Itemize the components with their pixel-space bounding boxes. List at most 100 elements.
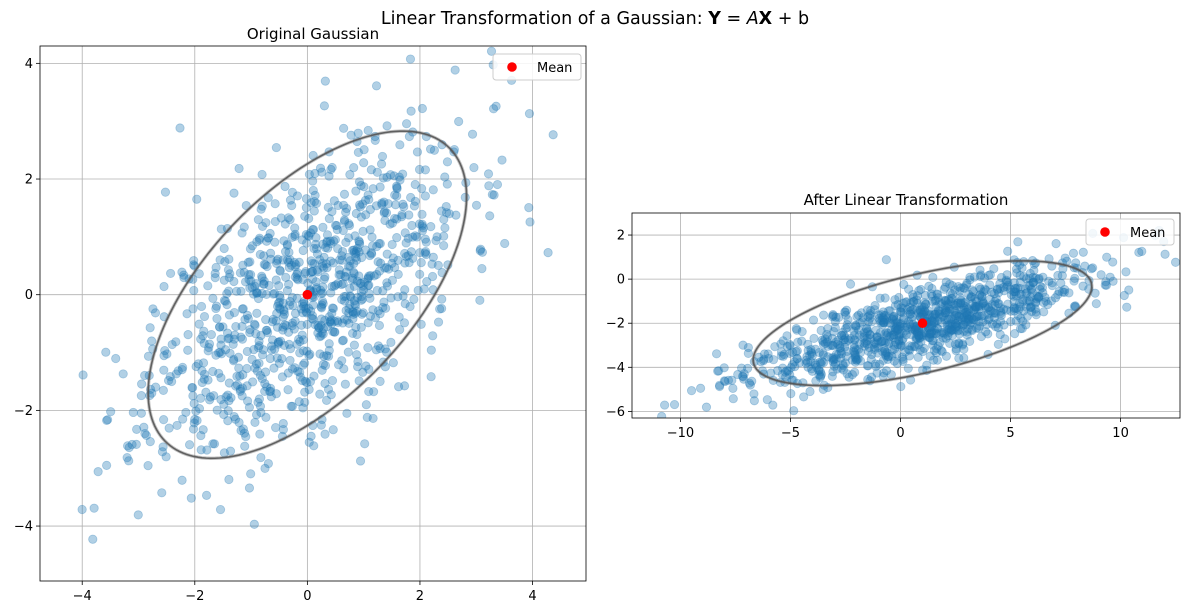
scatter-point [947, 280, 957, 291]
scatter-point [254, 358, 264, 368]
scatter-point [829, 361, 839, 371]
scatter-point [956, 305, 966, 315]
scatter-point [301, 203, 311, 213]
scatter-point [952, 320, 962, 331]
scatter-point [290, 316, 300, 326]
scatter-point [954, 311, 964, 321]
scatter-point [889, 340, 900, 350]
scatter-point [739, 374, 749, 384]
scatter-point [946, 325, 957, 335]
scatter-point [876, 337, 886, 347]
scatter-point [420, 234, 430, 244]
scatter-point [203, 281, 213, 291]
scatter-point [915, 305, 925, 315]
scatter-point [405, 301, 415, 312]
scatter-point [894, 292, 904, 303]
scatter-point [888, 314, 898, 324]
scatter-point [943, 325, 953, 335]
scatter-point [889, 311, 899, 321]
scatter-point [946, 296, 956, 307]
scatter-point [281, 272, 291, 283]
scatter-point [1086, 264, 1096, 274]
scatter-point [320, 378, 330, 389]
scatter-point [898, 334, 908, 344]
scatter-point [920, 307, 930, 317]
scatter-point [743, 342, 753, 353]
suptitle-tail: + b [772, 9, 809, 29]
scatter-point [183, 345, 193, 355]
scatter-point [841, 310, 851, 320]
scatter-point [948, 305, 959, 315]
scatter-point [354, 247, 364, 257]
scatter-point [182, 309, 192, 319]
scatter-point [950, 324, 960, 335]
scatter-point [1024, 296, 1034, 306]
scatter-point [914, 333, 925, 343]
scatter-point [909, 296, 919, 307]
scatter-point [278, 424, 288, 435]
scatter-point [916, 284, 926, 295]
scatter-point [367, 249, 377, 259]
scatter-point [1053, 289, 1063, 300]
scatter-point [348, 314, 358, 324]
scatter-point [1016, 313, 1026, 323]
scatter-point [738, 371, 748, 381]
scatter-point [283, 368, 293, 378]
scatter-point [298, 275, 308, 285]
scatter-point [305, 349, 315, 359]
scatter-point [863, 317, 874, 327]
scatter-point [365, 225, 375, 235]
scatter-point [850, 343, 860, 353]
scatter-point [892, 349, 902, 359]
scatter-point [1003, 280, 1013, 290]
scatter-point [219, 243, 229, 254]
scatter-point [242, 381, 252, 391]
scatter-point [881, 347, 891, 358]
scatter-point [440, 172, 450, 182]
scatter-point [283, 385, 293, 395]
scatter-point [944, 306, 954, 317]
scatter-point [167, 339, 177, 350]
scatter-point [893, 324, 903, 334]
scatter-point [743, 363, 753, 373]
scatter-point [262, 325, 272, 335]
scatter-point [1102, 252, 1112, 262]
scatter-point [354, 177, 365, 187]
legend-original: Mean [492, 53, 582, 81]
scatter-point [711, 349, 722, 359]
scatter-point [939, 329, 949, 339]
mean-point [917, 318, 928, 329]
scatter-point [295, 372, 305, 382]
scatter-point [827, 312, 838, 322]
scatter-point [322, 230, 333, 240]
scatter-point [417, 209, 427, 219]
scatter-point [963, 316, 973, 327]
scatter-point [370, 135, 380, 145]
scatter-point [899, 313, 909, 323]
scatter-point [341, 305, 351, 316]
scatter-point [920, 298, 930, 308]
scatter-point [334, 270, 344, 280]
scatter-point [1021, 288, 1031, 299]
scatter-point [290, 229, 300, 239]
scatter-point [319, 252, 329, 262]
scatter-point [815, 357, 825, 367]
scatter-point [920, 290, 930, 300]
scatter-point [877, 315, 887, 325]
scatter-point [985, 306, 995, 316]
scatter-point [316, 303, 327, 313]
scatter-point [1014, 304, 1024, 314]
scatter-point [394, 312, 404, 322]
scatter-point [969, 305, 979, 315]
scatter-point [435, 304, 445, 314]
scatter-point [243, 314, 253, 324]
scatter-point [310, 190, 320, 200]
scatter-point [297, 235, 307, 245]
scatter-point [1017, 323, 1027, 334]
scatter-point [969, 272, 980, 282]
scatter-point [224, 333, 234, 343]
scatter-point [260, 379, 270, 389]
scatter-point [337, 294, 347, 305]
scatter-point [956, 295, 966, 306]
scatter-point [251, 329, 261, 339]
